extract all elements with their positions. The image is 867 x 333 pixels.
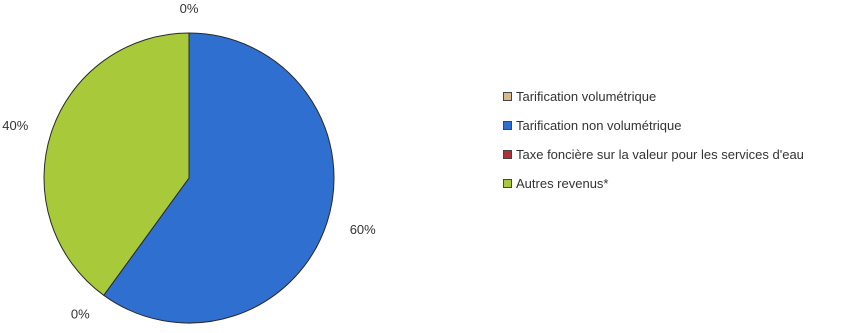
legend-item-tarification-non-volumetrique: Tarification non volumétrique [503,117,867,133]
slice-label-tarification-non-volumetrique: 60% [350,222,376,237]
legend-swatch-taxe-fonciere [503,149,512,159]
legend-label-tarification-volumetrique: Tarification volumétrique [516,88,657,104]
legend-label-taxe-fonciere: Taxe foncière sur la valeur pour les ser… [516,146,804,162]
slice-label-taxe-fonciere-sur-la-valeur-pour-les-services-d-eau: 0% [71,307,90,322]
legend-label-tarification-non-volumetrique: Tarification non volumétrique [516,117,682,133]
legend-item-autres-revenus: Autres revenus* [503,175,867,191]
pie-slice-autres-revenus [43,32,190,297]
legend-swatch-tarification-volumetrique [503,91,512,101]
legend-swatch-tarification-non-volumetrique [503,120,512,130]
legend-item-tarification-volumetrique: Tarification volumétrique [503,88,867,104]
slice-label-tarification-volumetrique: 0% [180,1,199,16]
legend-item-taxe-fonciere: Taxe foncière sur la valeur pour les ser… [503,146,867,162]
legend-swatch-autres-revenus [503,178,512,188]
pie-slice-tarification-non-volumetrique [103,32,335,324]
slice-label-autres-revenus: 40% [2,118,28,133]
legend: Tarification volumétrique Tarification n… [503,88,867,204]
legend-label-autres-revenus: Autres revenus* [516,175,609,191]
